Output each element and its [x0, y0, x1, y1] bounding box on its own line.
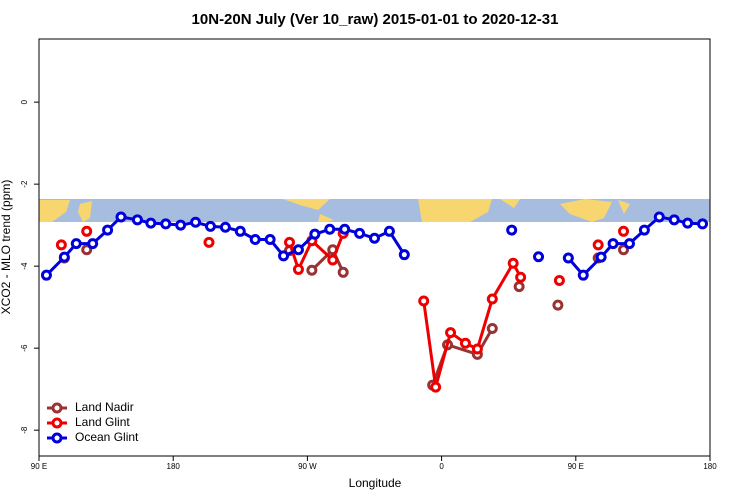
series-line	[567, 215, 703, 278]
point	[506, 224, 518, 236]
legend-label: Land Glint	[75, 415, 130, 429]
point	[175, 219, 187, 231]
point	[592, 239, 604, 251]
y-tick-label: 0	[20, 99, 29, 104]
point	[234, 225, 246, 237]
y-tick-label: -6	[20, 344, 29, 352]
point	[486, 322, 498, 334]
point	[653, 211, 665, 223]
plot-frame	[38, 38, 711, 457]
series-line	[422, 260, 522, 388]
point	[682, 217, 694, 229]
point	[292, 263, 304, 275]
point	[552, 299, 564, 311]
x-tick-label: 90 E	[31, 462, 47, 471]
point	[87, 238, 99, 250]
legend-label: Ocean Glint	[75, 430, 139, 444]
point	[160, 218, 172, 230]
x-axis-label: Longitude	[349, 476, 402, 490]
point	[553, 275, 565, 287]
point	[145, 217, 157, 229]
point	[354, 227, 366, 239]
point	[398, 249, 410, 261]
point	[81, 244, 93, 256]
x-tick-label: 90 W	[298, 462, 317, 471]
point	[595, 251, 607, 263]
legend-marker	[51, 402, 63, 414]
point	[219, 221, 231, 233]
point	[471, 343, 483, 355]
y-axis-label: XCO2 - MLO trend (ppm)	[0, 180, 13, 315]
point	[445, 327, 457, 339]
y-tick-label: -8	[20, 426, 29, 434]
point	[369, 232, 380, 244]
map-strip	[39, 199, 710, 222]
point	[249, 234, 261, 246]
point	[81, 225, 93, 237]
point	[131, 214, 143, 226]
point	[459, 337, 471, 349]
point	[418, 295, 430, 307]
point	[102, 224, 114, 236]
point	[430, 381, 442, 393]
point	[668, 214, 680, 226]
x-tick-label: 180	[167, 462, 181, 471]
point	[618, 244, 630, 256]
point	[515, 271, 527, 283]
point	[513, 281, 525, 293]
series-line	[431, 327, 494, 386]
point	[327, 254, 339, 266]
x-tick-label: 90 E	[568, 462, 584, 471]
point	[618, 225, 630, 237]
x-tick-label: 180	[703, 462, 717, 471]
point	[623, 238, 635, 250]
x-tick-label: 0	[439, 462, 444, 471]
point	[264, 234, 276, 246]
point	[55, 239, 67, 251]
point	[306, 264, 318, 276]
y-tick-label: -4	[20, 262, 29, 270]
point	[278, 250, 290, 262]
legend-label: Land Nadir	[75, 400, 134, 414]
point	[190, 216, 202, 228]
point	[324, 223, 336, 235]
legend-marker	[51, 432, 63, 444]
point	[203, 236, 215, 248]
legend-marker	[51, 417, 63, 429]
point	[533, 251, 545, 263]
point	[115, 211, 127, 223]
point	[309, 228, 321, 240]
point	[58, 251, 70, 263]
point	[562, 252, 574, 264]
point	[292, 244, 304, 256]
point	[284, 236, 296, 248]
point	[383, 225, 395, 237]
point	[204, 220, 216, 232]
point	[40, 269, 52, 281]
point	[507, 257, 519, 269]
point	[70, 238, 82, 250]
point	[697, 218, 709, 230]
point	[337, 266, 349, 278]
point	[486, 293, 498, 305]
point	[607, 238, 619, 250]
point	[339, 223, 351, 235]
y-tick-label: -2	[20, 180, 29, 188]
point	[638, 224, 650, 236]
point	[577, 269, 589, 281]
chart-title: 10N-20N July (Ver 10_raw) 2015-01-01 to …	[192, 11, 559, 28]
